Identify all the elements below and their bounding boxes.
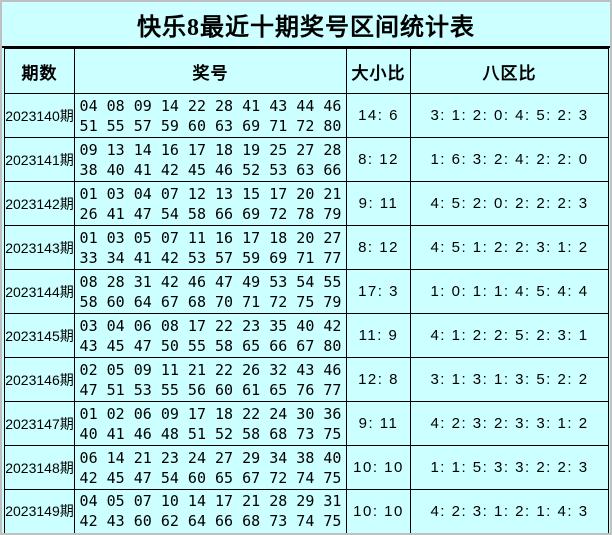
col-header-period: 期数 xyxy=(4,48,75,94)
period-cell: 2023141期 xyxy=(4,137,75,182)
big-small-ratio-cell: 8: 12 xyxy=(346,137,411,182)
table-row: 2023141期 09 13 14 16 17 18 19 25 27 28 3… xyxy=(4,137,609,182)
eight-zone-ratio-cell: 4: 2: 3: 2: 3: 3: 1: 2 xyxy=(410,401,609,446)
period-cell: 2023143期 xyxy=(4,225,75,270)
numbers-line-2: 40 41 46 48 51 52 58 68 73 75 xyxy=(79,424,342,443)
big-small-ratio-cell: 8: 12 xyxy=(346,225,411,270)
big-small-ratio-cell: 17: 3 xyxy=(346,269,411,314)
eight-zone-ratio-cell: 4: 5: 2: 0: 2: 2: 2: 3 xyxy=(410,181,609,226)
numbers-line-2: 43 45 47 50 55 58 65 66 67 80 xyxy=(79,336,342,355)
numbers-line-2: 51 55 57 59 60 63 69 71 72 80 xyxy=(79,116,342,135)
numbers-line-2: 42 45 47 54 60 65 67 72 74 75 xyxy=(79,468,342,487)
table-row: 2023143期 01 03 05 07 11 16 17 18 20 27 3… xyxy=(4,225,609,270)
eight-zone-ratio-cell: 3: 1: 3: 1: 3: 5: 2: 2 xyxy=(410,357,609,402)
eight-zone-ratio-cell: 1: 0: 1: 1: 4: 5: 4: 4 xyxy=(410,269,609,314)
table-row: 2023147期 01 02 06 09 17 18 22 24 30 36 4… xyxy=(4,401,609,446)
big-small-ratio-cell: 14: 6 xyxy=(346,93,411,138)
big-small-ratio-cell: 9: 11 xyxy=(346,181,411,226)
period-cell: 2023142期 xyxy=(4,181,75,226)
numbers-cell: 02 05 09 11 21 22 26 32 43 46 47 51 53 5… xyxy=(74,357,347,402)
numbers-line-2: 47 51 53 55 56 60 61 65 76 77 xyxy=(79,380,342,399)
col-header-eight-zone-ratio: 八区比 xyxy=(410,48,609,94)
table-row: 2023140期 04 08 09 14 22 28 41 43 44 46 5… xyxy=(4,93,609,138)
eight-zone-ratio-cell: 4: 5: 1: 2: 2: 3: 1: 2 xyxy=(410,225,609,270)
numbers-line-2: 26 41 47 54 58 66 69 72 78 79 xyxy=(79,204,342,223)
numbers-cell: 04 05 07 10 14 17 21 28 29 31 42 43 60 6… xyxy=(74,489,347,533)
numbers-line-1: 04 08 09 14 22 28 41 43 44 46 xyxy=(79,96,342,115)
numbers-line-1: 09 13 14 16 17 18 19 25 27 28 xyxy=(79,140,342,159)
numbers-cell: 01 02 06 09 17 18 22 24 30 36 40 41 46 4… xyxy=(74,401,347,446)
big-small-ratio-cell: 12: 8 xyxy=(346,357,411,402)
table-row: 2023142期 01 03 04 07 12 13 15 17 20 21 2… xyxy=(4,181,609,226)
numbers-line-2: 38 40 41 42 45 46 52 53 63 66 xyxy=(79,160,342,179)
numbers-line-1: 02 05 09 11 21 22 26 32 43 46 xyxy=(79,360,342,379)
header-row: 期数 奖号 大小比 八区比 xyxy=(4,48,609,94)
col-header-big-small-ratio: 大小比 xyxy=(346,48,411,94)
period-cell: 2023144期 xyxy=(4,269,75,314)
numbers-cell: 04 08 09 14 22 28 41 43 44 46 51 55 57 5… xyxy=(74,93,347,138)
big-small-ratio-cell: 9: 11 xyxy=(346,401,411,446)
period-cell: 2023145期 xyxy=(4,313,75,358)
numbers-cell: 06 14 21 23 24 27 29 34 38 40 42 45 47 5… xyxy=(74,445,347,490)
big-small-ratio-cell: 11: 9 xyxy=(346,313,411,358)
numbers-cell: 08 28 31 42 46 47 49 53 54 55 58 60 64 6… xyxy=(74,269,347,314)
table-row: 2023146期 02 05 09 11 21 22 26 32 43 46 4… xyxy=(4,357,609,402)
col-header-numbers: 奖号 xyxy=(74,48,347,94)
stats-table: 期数 奖号 大小比 八区比 2023140期 04 08 09 14 22 28… xyxy=(4,48,609,533)
numbers-line-2: 58 60 64 67 68 70 71 72 75 79 xyxy=(79,292,342,311)
period-cell: 2023148期 xyxy=(4,445,75,490)
eight-zone-ratio-cell: 4: 2: 3: 1: 2: 1: 4: 3 xyxy=(410,489,609,533)
eight-zone-ratio-cell: 3: 1: 2: 0: 4: 5: 2: 3 xyxy=(410,93,609,138)
big-small-ratio-cell: 10: 10 xyxy=(346,445,411,490)
big-small-ratio-cell: 10: 10 xyxy=(346,489,411,533)
numbers-line-1: 01 03 04 07 12 13 15 17 20 21 xyxy=(79,184,342,203)
table-row: 2023148期 06 14 21 23 24 27 29 34 38 40 4… xyxy=(4,445,609,490)
eight-zone-ratio-cell: 1: 1: 5: 3: 3: 2: 2: 3 xyxy=(410,445,609,490)
numbers-cell: 03 04 06 08 17 22 23 35 40 42 43 45 47 5… xyxy=(74,313,347,358)
numbers-line-1: 06 14 21 23 24 27 29 34 38 40 xyxy=(79,448,342,467)
eight-zone-ratio-cell: 1: 6: 3: 2: 4: 2: 2: 0 xyxy=(410,137,609,182)
period-cell: 2023140期 xyxy=(4,93,75,138)
table-row: 2023149期 04 05 07 10 14 17 21 28 29 31 4… xyxy=(4,489,609,533)
numbers-line-1: 04 05 07 10 14 17 21 28 29 31 xyxy=(79,492,342,511)
table-row: 2023145期 03 04 06 08 17 22 23 35 40 42 4… xyxy=(4,313,609,358)
numbers-line-2: 33 34 41 42 53 57 59 69 71 77 xyxy=(79,248,342,267)
eight-zone-ratio-cell: 4: 1: 2: 2: 5: 2: 3: 1 xyxy=(410,313,609,358)
period-cell: 2023147期 xyxy=(4,401,75,446)
numbers-cell: 01 03 04 07 12 13 15 17 20 21 26 41 47 5… xyxy=(74,181,347,226)
numbers-line-1: 03 04 06 08 17 22 23 35 40 42 xyxy=(79,316,342,335)
numbers-line-1: 01 03 05 07 11 16 17 18 20 27 xyxy=(79,228,342,247)
numbers-line-2: 42 43 60 62 64 66 68 73 74 75 xyxy=(79,512,342,531)
period-cell: 2023146期 xyxy=(4,357,75,402)
period-cell: 2023149期 xyxy=(4,489,75,533)
numbers-cell: 01 03 05 07 11 16 17 18 20 27 33 34 41 4… xyxy=(74,225,347,270)
page-title: 快乐8最近十期奖号区间统计表 xyxy=(2,2,610,48)
numbers-line-1: 08 28 31 42 46 47 49 53 54 55 xyxy=(79,272,342,291)
numbers-line-1: 01 02 06 09 17 18 22 24 30 36 xyxy=(79,404,342,423)
table-row: 2023144期 08 28 31 42 46 47 49 53 54 55 5… xyxy=(4,269,609,314)
numbers-cell: 09 13 14 16 17 18 19 25 27 28 38 40 41 4… xyxy=(74,137,347,182)
